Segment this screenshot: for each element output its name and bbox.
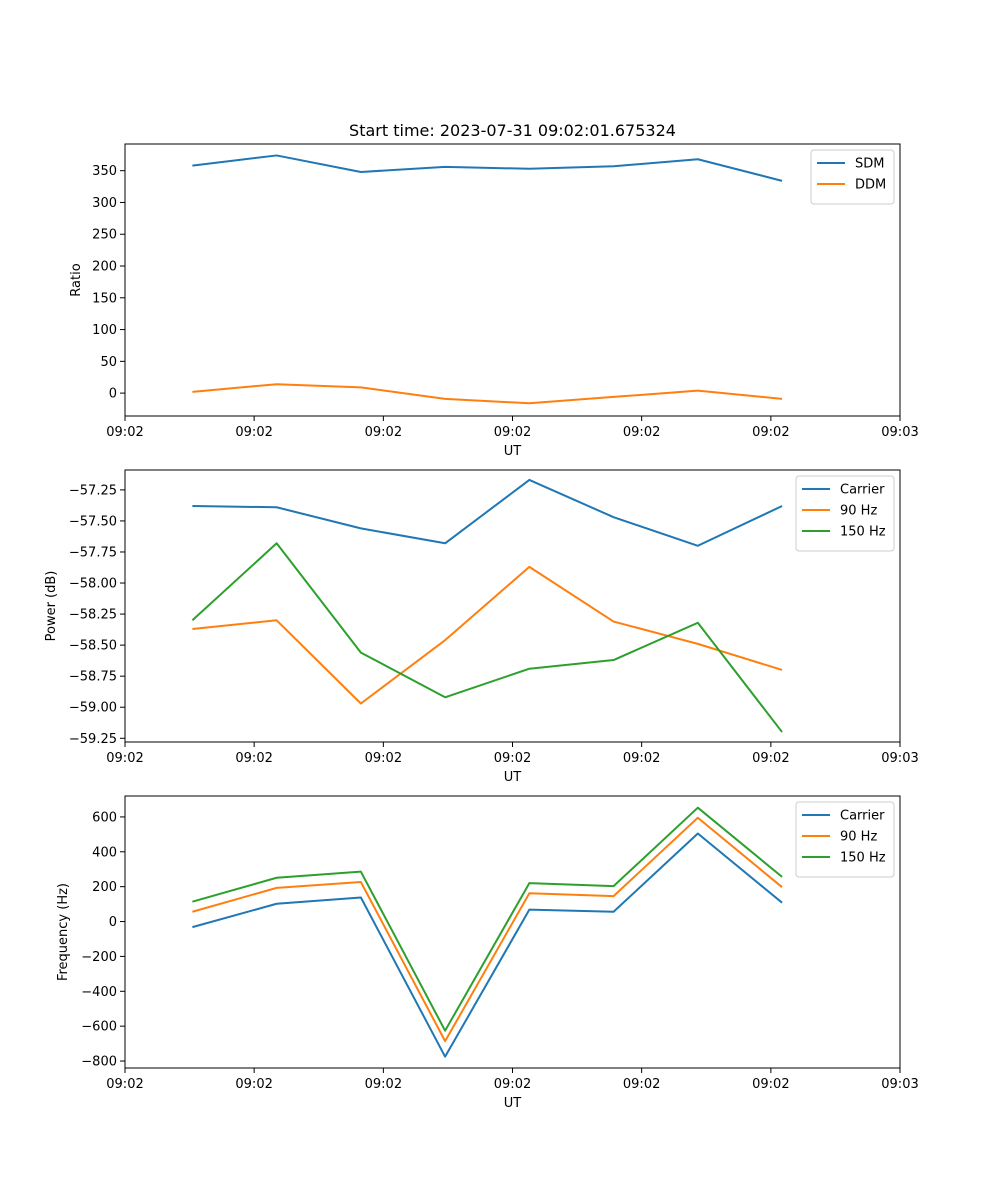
chart0-y-tick-label-1: 50 <box>100 355 117 370</box>
chart1-y-tick-label-8: −57.25 <box>69 483 117 498</box>
chart2-y-tick-label-7: 600 <box>92 810 117 825</box>
chart0-x-tick-label-1: 09:02 <box>235 425 272 440</box>
chart0-legend-label-sdm: SDM <box>855 157 884 172</box>
chart1-y-tick-label-1: −59.00 <box>69 701 117 716</box>
chart1-legend-label-90-hz: 90 Hz <box>840 504 877 519</box>
chart2-y-tick-label-5: 200 <box>92 880 117 895</box>
frequency-panel: 09:02 09:02 09:02 09:02 09:02 09:02 09:03 −800 −… <box>56 795 919 1111</box>
chart2-y-axis-label: Frequency (Hz) <box>56 883 71 981</box>
chart0-y-tick-label-3: 150 <box>92 291 117 306</box>
chart0-legend: SDM DDM <box>810 149 895 205</box>
figure-title: Start time: 2023-07-31 09:02:01.675324 <box>349 121 676 140</box>
chart2-legend-label-carrier: Carrier <box>840 809 885 824</box>
chart1-legend-label-carrier: Carrier <box>840 483 885 498</box>
chart2-y-tick-label-3: −200 <box>81 950 117 965</box>
chart0-y-tick-label-7: 350 <box>92 164 117 179</box>
chart2-series-150-hz-line <box>192 806 783 1032</box>
chart2-x-tick-label-6: 09:03 <box>881 1077 918 1092</box>
chart1-x-tick-label-4: 09:02 <box>623 751 660 766</box>
chart0-series-group <box>192 154 783 405</box>
power-panel: 09:02 09:02 09:02 09:02 09:02 09:02 09:03 −59.2… <box>44 469 919 785</box>
chart0-x-tick-label-2: 09:02 <box>365 425 402 440</box>
chart2-y-tick-label-6: 400 <box>92 845 117 860</box>
chart1-x-tick-label-2: 09:02 <box>365 751 402 766</box>
chart0-x-tick-label-0: 09:02 <box>106 425 143 440</box>
chart1-series-group <box>191 478 783 733</box>
ratio-panel: 09:02 09:02 09:02 09:02 09:02 09:02 09:03 0 50 10… <box>69 143 919 459</box>
chart2-y-tick-label-1: −600 <box>81 1020 117 1035</box>
chart1-y-tick-label-6: −57.75 <box>69 545 117 560</box>
chart0-x-tick-label-5: 09:02 <box>752 425 789 440</box>
chart2-legend-box <box>795 801 895 878</box>
chart2-y-tick-label-4: 0 <box>109 915 117 930</box>
chart1-y-axis-label: Power (dB) <box>44 571 59 642</box>
chart2-x-tick-label-4: 09:02 <box>623 1077 660 1092</box>
chart1-series-150-hz-line <box>191 542 783 733</box>
chart0-x-tick-label-6: 09:03 <box>881 425 918 440</box>
chart1-legend: Carrier 90 Hz 150 Hz <box>795 475 895 552</box>
chart0-series-ddm-line <box>192 383 783 405</box>
chart0-y-tick-label-0: 0 <box>109 387 117 402</box>
chart2-x-tick-label-3: 09:02 <box>494 1077 531 1092</box>
chart2-x-tick-label-5: 09:02 <box>752 1077 789 1092</box>
chart1-y-tick-label-4: −58.25 <box>69 608 117 623</box>
chart0-x-axis-label: UT <box>504 444 522 459</box>
chart1-y-tick-label-0: −59.25 <box>69 732 117 747</box>
chart0-x-tick-label-4: 09:02 <box>623 425 660 440</box>
chart2-legend-label-90-hz: 90 Hz <box>840 830 877 845</box>
chart2-x-tick-label-0: 09:02 <box>106 1077 143 1092</box>
chart0-y-tick-label-6: 300 <box>92 196 117 211</box>
chart1-series-carrier-line <box>192 478 783 547</box>
chart0-series-sdm-line <box>192 154 783 182</box>
chart1-x-tick-label-6: 09:03 <box>881 751 918 766</box>
chart1-x-tick-label-3: 09:02 <box>494 751 531 766</box>
chart0-y-tick-label-2: 100 <box>92 323 117 338</box>
chart1-series-90-hz-line <box>192 565 783 705</box>
chart0-y-tick-label-5: 250 <box>92 228 117 243</box>
chart1-x-tick-label-5: 09:02 <box>752 751 789 766</box>
chart2-legend-label-150-hz: 150 Hz <box>840 851 886 866</box>
chart1-legend-box <box>795 475 895 552</box>
chart1-x-axis-label: UT <box>504 770 522 785</box>
chart1-y-tick-label-7: −57.50 <box>69 514 117 529</box>
chart2-series-group <box>192 806 783 1058</box>
chart2-y-tick-label-0: −800 <box>81 1055 117 1070</box>
chart1-y-tick-label-2: −58.75 <box>69 670 117 685</box>
chart0-legend-label-ddm: DDM <box>855 178 886 193</box>
chart0-y-tick-label-4: 200 <box>92 260 117 275</box>
chart1-x-tick-label-0: 09:02 <box>106 751 143 766</box>
chart1-x-tick-label-1: 09:02 <box>235 751 272 766</box>
chart0-x-tick-label-3: 09:02 <box>494 425 531 440</box>
chart2-x-tick-label-2: 09:02 <box>365 1077 402 1092</box>
chart1-legend-label-150-hz: 150 Hz <box>840 525 886 540</box>
chart2-series-carrier-line <box>192 832 783 1058</box>
chart2-series-90-hz-line <box>192 816 783 1043</box>
chart2-y-tick-label-2: −400 <box>81 985 117 1000</box>
chart2-x-axis-label: UT <box>504 1096 522 1111</box>
chart2-legend: Carrier 90 Hz 150 Hz <box>795 801 895 878</box>
chart0-y-axis-label: Ratio <box>69 263 84 296</box>
chart1-y-tick-label-3: −58.50 <box>69 639 117 654</box>
chart2-x-tick-label-1: 09:02 <box>235 1077 272 1092</box>
chart1-y-tick-label-5: −58.00 <box>69 577 117 592</box>
